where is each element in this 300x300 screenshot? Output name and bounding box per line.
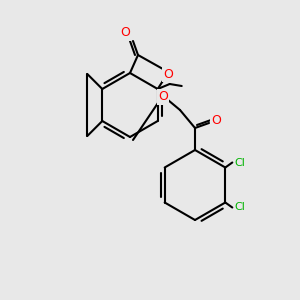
Text: O: O <box>120 26 130 40</box>
Text: Cl: Cl <box>235 202 246 212</box>
Text: O: O <box>211 115 221 128</box>
Text: Cl: Cl <box>235 158 246 167</box>
Text: O: O <box>158 91 168 103</box>
Text: O: O <box>163 68 173 80</box>
